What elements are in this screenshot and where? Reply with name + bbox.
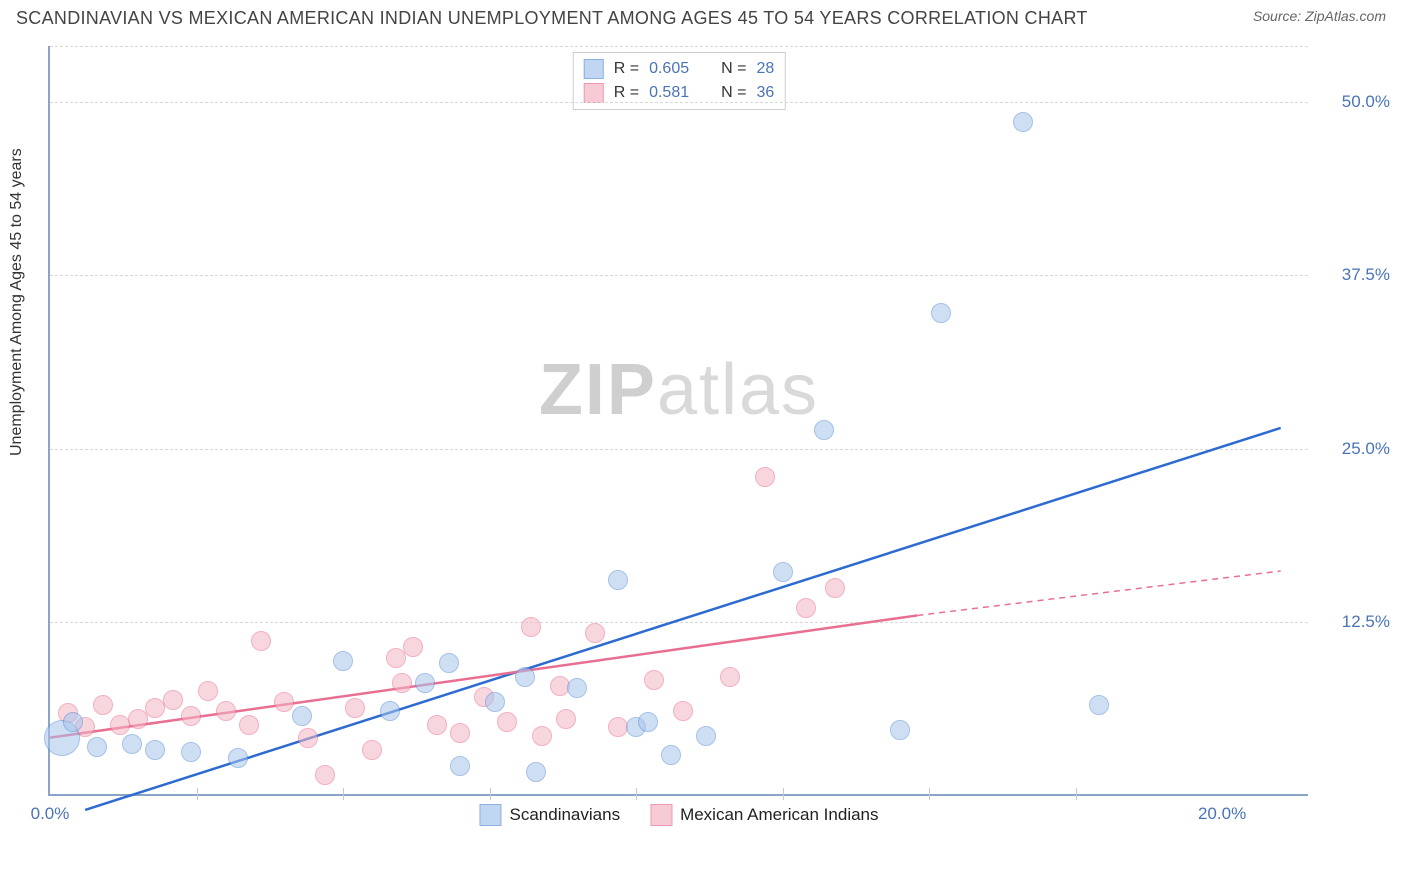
- data-point: [292, 706, 312, 726]
- data-point: [608, 570, 628, 590]
- chart-title: SCANDINAVIAN VS MEXICAN AMERICAN INDIAN …: [16, 8, 1088, 29]
- y-tick-label: 50.0%: [1316, 92, 1390, 112]
- data-point: [63, 712, 83, 732]
- data-point: [532, 726, 552, 746]
- data-point: [392, 673, 412, 693]
- data-point: [298, 728, 318, 748]
- legend-series-item: Mexican American Indians: [650, 804, 878, 826]
- data-point: [661, 745, 681, 765]
- data-point: [556, 709, 576, 729]
- data-point: [439, 653, 459, 673]
- data-point: [386, 648, 406, 668]
- data-point: [93, 695, 113, 715]
- data-point: [526, 762, 546, 782]
- data-point: [796, 598, 816, 618]
- data-point: [380, 701, 400, 721]
- data-point: [1089, 695, 1109, 715]
- trend-lines: [50, 46, 1310, 796]
- data-point: [450, 756, 470, 776]
- data-point: [720, 667, 740, 687]
- legend-series-label: Mexican American Indians: [680, 805, 878, 825]
- x-tick-label: 0.0%: [31, 804, 70, 824]
- data-point: [755, 467, 775, 487]
- data-point: [521, 617, 541, 637]
- data-point: [228, 748, 248, 768]
- data-point: [251, 631, 271, 651]
- data-point: [198, 681, 218, 701]
- data-point: [239, 715, 259, 735]
- data-point: [696, 726, 716, 746]
- chart-area: Unemployment Among Ages 45 to 54 years Z…: [0, 36, 1406, 856]
- data-point: [181, 706, 201, 726]
- x-tick-label: 20.0%: [1198, 804, 1246, 824]
- data-point: [644, 670, 664, 690]
- data-point: [1013, 112, 1033, 132]
- y-tick-label: 25.0%: [1316, 439, 1390, 459]
- data-point: [497, 712, 517, 732]
- data-point: [825, 578, 845, 598]
- legend-swatch: [650, 804, 672, 826]
- data-point: [415, 673, 435, 693]
- data-point: [485, 692, 505, 712]
- data-point: [362, 740, 382, 760]
- legend-series-label: Scandinavians: [509, 805, 620, 825]
- data-point: [773, 562, 793, 582]
- data-point: [315, 765, 335, 785]
- data-point: [128, 709, 148, 729]
- legend-swatch: [479, 804, 501, 826]
- data-point: [122, 734, 142, 754]
- plot-region: ZIPatlas R =0.605N =28R =0.581N =36 Scan…: [48, 46, 1308, 796]
- legend-series-item: Scandinavians: [479, 804, 620, 826]
- data-point: [403, 637, 423, 657]
- data-point: [333, 651, 353, 671]
- y-tick-label: 37.5%: [1316, 265, 1390, 285]
- data-point: [181, 742, 201, 762]
- data-point: [345, 698, 365, 718]
- data-point: [585, 623, 605, 643]
- legend-series: Scandinavians Mexican American Indians: [479, 804, 878, 826]
- data-point: [814, 420, 834, 440]
- source-attribution: Source: ZipAtlas.com: [1253, 8, 1386, 24]
- data-point: [427, 715, 447, 735]
- data-point: [931, 303, 951, 323]
- data-point: [274, 692, 294, 712]
- data-point: [515, 667, 535, 687]
- data-point: [145, 740, 165, 760]
- data-point: [216, 701, 236, 721]
- y-axis-label: Unemployment Among Ages 45 to 54 years: [8, 148, 26, 456]
- y-tick-label: 12.5%: [1316, 612, 1390, 632]
- data-point: [567, 678, 587, 698]
- data-point: [163, 690, 183, 710]
- data-point: [87, 737, 107, 757]
- data-point: [638, 712, 658, 732]
- data-point: [450, 723, 470, 743]
- data-point: [673, 701, 693, 721]
- data-point: [890, 720, 910, 740]
